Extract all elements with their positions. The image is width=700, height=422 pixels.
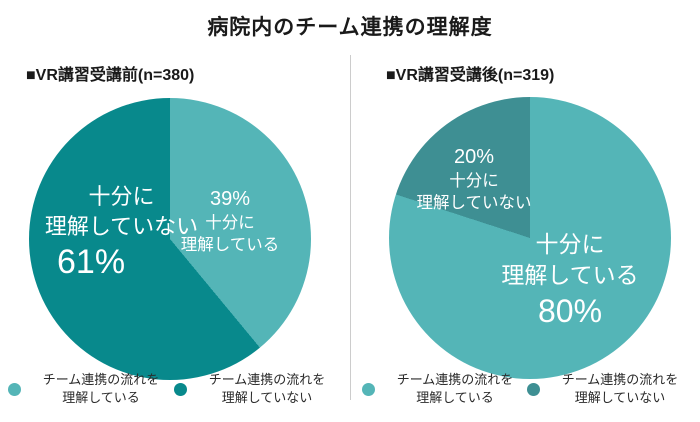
legend-after-not-understand: チーム連携の流れを 理解していない xyxy=(527,371,690,406)
pie-after-minor-percent: 20% xyxy=(453,146,495,168)
legend-text-line: チーム連携の流れを xyxy=(208,372,326,387)
legend-text-line: 理解している xyxy=(416,389,494,405)
legend-after-not-understand-label: チーム連携の流れを 理解していない xyxy=(550,371,690,406)
legend-text-line: 理解している xyxy=(62,389,140,405)
pie-before-major-percent: 61% xyxy=(57,243,126,281)
legend-text-line: チーム連携の流れを xyxy=(396,372,514,387)
legend-dot-understand-icon xyxy=(8,383,21,396)
pie-after-minor-line1: 十分に xyxy=(449,172,499,190)
legend-text-line: チーム連携の流れを xyxy=(561,372,679,387)
page-title: 病院内のチーム連携の理解度 xyxy=(207,16,493,39)
legend-after-understand-label: チーム連携の流れを 理解している xyxy=(385,371,525,406)
pie-chart-before: 十分に 理解していない 61% 39% 十分に 理解している xyxy=(29,98,311,380)
pie-after-major-line2: 理解している xyxy=(501,262,639,288)
panel-after-header: ■VR講習受講後(n=319) xyxy=(386,67,555,84)
pie-before-major-line2: 理解していない xyxy=(44,214,199,239)
pie-after-major-percent: 80% xyxy=(537,293,603,329)
pie-before-minor-line1: 十分に xyxy=(205,214,255,232)
legend-after-understand: チーム連携の流れを 理解している xyxy=(362,371,525,406)
pie-after-minor-label: 20% 十分に 理解していない xyxy=(394,145,554,214)
pie-before-minor-line2: 理解している xyxy=(180,236,280,254)
panel-divider xyxy=(350,55,351,400)
pie-before-major-line1: 十分に xyxy=(88,184,155,209)
pie-before-major-label: 十分に 理解していない xyxy=(39,182,204,242)
legend-before-understand-label: チーム連携の流れを 理解している xyxy=(31,371,171,406)
legend-dot-understand-icon xyxy=(362,383,375,396)
legend-text-line: チーム連携の流れを xyxy=(42,372,160,387)
legend-text-line: 理解していない xyxy=(574,389,666,405)
panel-before-header: ■VR講習受講前(n=380) xyxy=(26,67,195,84)
legend-before-not-understand-label: チーム連携の流れを 理解していない xyxy=(197,371,337,406)
legend-dot-not-understand-icon xyxy=(527,383,540,396)
pie-after-minor-line2: 理解していない xyxy=(416,194,532,212)
legend-text-line: 理解していない xyxy=(221,389,313,405)
legend-before-not-understand: チーム連携の流れを 理解していない xyxy=(174,371,337,406)
pie-chart-after: 20% 十分に 理解していない 十分に 理解している 80% xyxy=(389,97,671,379)
pie-before-minor-label: 39% 十分に 理解している xyxy=(170,187,290,256)
pie-after-major-label: 十分に 理解している 80% xyxy=(490,229,650,331)
legend-dot-not-understand-icon xyxy=(174,383,187,396)
legend-before-understand: チーム連携の流れを 理解している xyxy=(8,371,171,406)
pie-before-minor-percent: 39% xyxy=(209,188,251,210)
pie-after-major-line1: 十分に xyxy=(535,231,605,257)
